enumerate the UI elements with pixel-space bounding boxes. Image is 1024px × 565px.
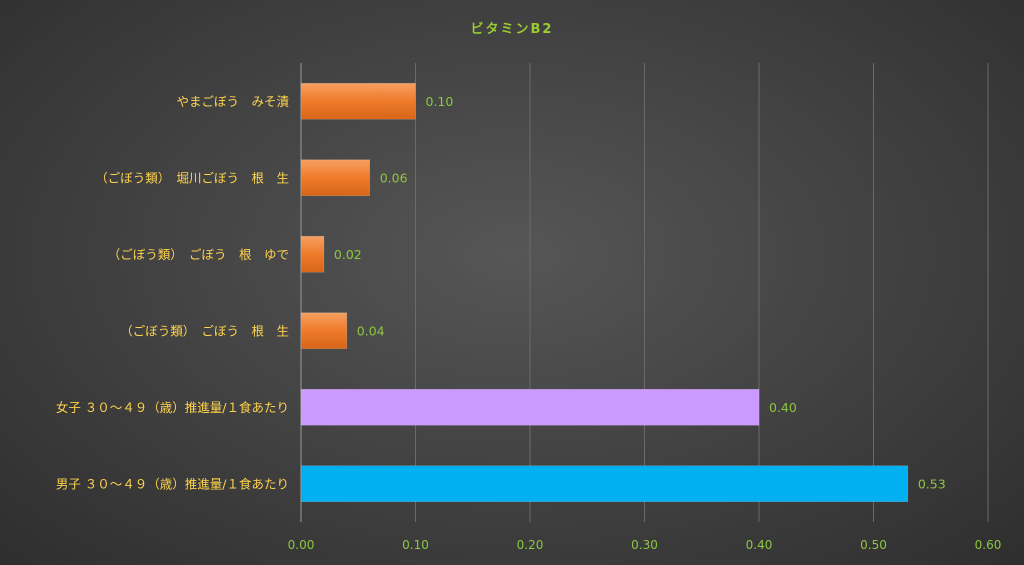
x-tick-label: 0.00 (288, 538, 315, 552)
category-label: 女子 ３０～４９（歳）推進量/１食あたり (56, 400, 289, 415)
x-tick-label: 0.30 (631, 538, 658, 552)
x-tick-label: 0.60 (975, 538, 1002, 552)
data-label: 0.10 (426, 94, 454, 109)
category-labels: やまごぼう みそ漬 （ごぼう類） 堀川ごぼう 根 生 （ごぼう類） ごぼう 根 ゆで… (56, 94, 290, 492)
category-label: （ごぼう類） ごぼう 根 ゆで (108, 247, 289, 262)
gridlines (300, 63, 989, 522)
category-label: 男子 ３０～４９（歳）推進量/１食あたり (56, 476, 289, 491)
bars (300, 82, 909, 503)
data-labels: 0.10 0.06 0.02 0.04 0.40 0.53 (334, 94, 946, 492)
category-label: （ごぼう類） 堀川ごぼう 根 生 (95, 170, 289, 185)
bar (300, 235, 325, 273)
bar (300, 82, 416, 120)
data-label: 0.06 (380, 170, 408, 185)
x-tick-label: 0.10 (402, 538, 429, 552)
data-label: 0.40 (769, 400, 797, 415)
x-axis-tick-labels: 0.00 0.10 0.20 0.30 0.40 0.50 0.60 (288, 538, 1002, 552)
data-label: 0.04 (357, 323, 385, 338)
category-label: （ごぼう類） ごぼう 根 生 (120, 323, 289, 338)
category-label: やまごぼう みそ漬 (176, 94, 289, 109)
x-tick-label: 0.20 (517, 538, 544, 552)
data-label: 0.53 (918, 476, 946, 491)
chart-title: ビタミンB2 (471, 21, 554, 37)
data-label: 0.02 (334, 247, 362, 262)
bar (300, 388, 760, 426)
bar (300, 312, 348, 350)
x-tick-label: 0.50 (860, 538, 887, 552)
bar (300, 159, 370, 197)
bar (300, 465, 909, 503)
x-tick-label: 0.40 (746, 538, 773, 552)
